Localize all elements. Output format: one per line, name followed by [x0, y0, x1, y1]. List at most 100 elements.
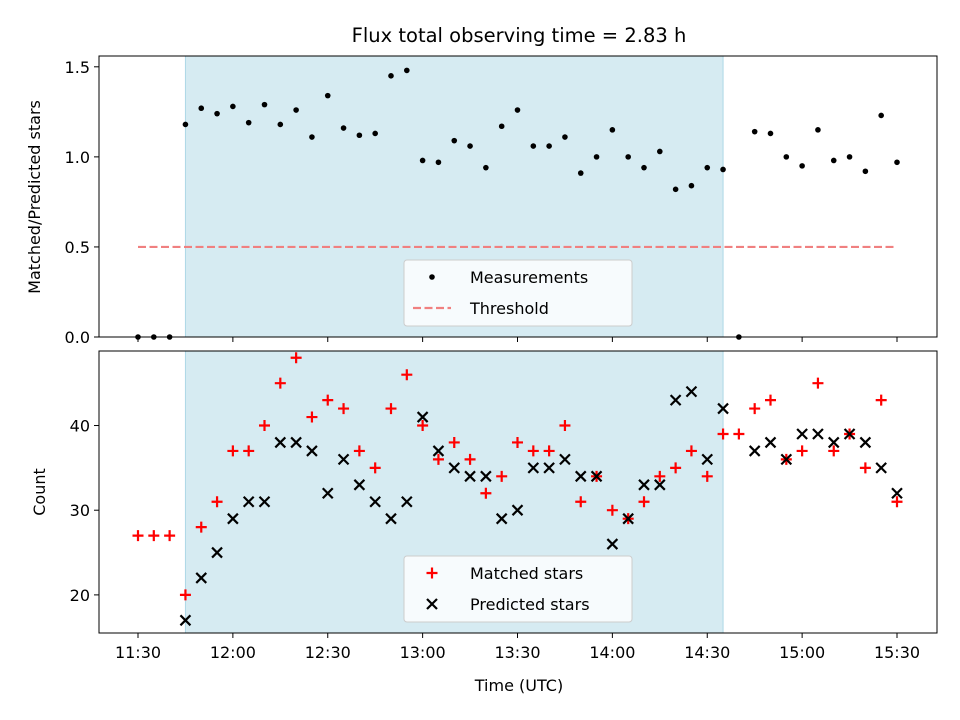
measurement-point: [198, 105, 205, 112]
predicted-star-point: [859, 436, 872, 449]
measurement-point: [182, 121, 189, 128]
measurement-point: [530, 143, 537, 149]
matched-star-point: [749, 403, 761, 415]
measurement-point: [830, 157, 837, 164]
measurement-point: [657, 148, 663, 155]
matched-star-point: [685, 445, 697, 457]
measurement-point: [277, 121, 284, 128]
matched-star-point: [828, 445, 840, 457]
bottom-legend-swatch: [426, 598, 438, 610]
measurement-point: [720, 166, 726, 173]
matched-star-point: [875, 394, 887, 406]
measurement-point: [878, 112, 884, 119]
predicted-star-point: [290, 436, 302, 449]
matched-star-point: [195, 521, 207, 533]
measurement-point: [641, 164, 647, 171]
predicted-star-point: [638, 479, 650, 491]
predicted-star-point: [796, 428, 808, 440]
measurement-point: [245, 119, 252, 126]
predicted-star-point: [875, 462, 887, 474]
measurement-point: [799, 163, 805, 169]
top-y-tick-label: 0.5: [65, 238, 90, 257]
predicted-star-point: [511, 504, 524, 516]
matched-star-point: [559, 420, 571, 432]
predicted-star-point: [669, 394, 682, 406]
measurement-point: [404, 67, 410, 74]
matched-star-point: [353, 445, 365, 457]
measurement-point: [577, 170, 584, 176]
bottom-legend-swatch: [426, 567, 438, 579]
chart-title: Flux total observing time = 2.83 h: [352, 24, 687, 47]
x-tick-label: 13:30: [494, 643, 540, 662]
matched-star-point: [306, 411, 318, 423]
predicted-star-point: [321, 487, 334, 500]
bottom-marks: [132, 352, 903, 627]
measurement-point: [309, 134, 315, 140]
bottom-panel: 20 30 40 11:30 12:00 12:30 13:00 13:30 14:00 14:…: [30, 350, 938, 695]
top-legend-label: Threshold: [469, 299, 549, 318]
top-legend-label: Measurements: [470, 268, 588, 287]
predicted-star-point: [764, 436, 777, 449]
predicted-star-point: [306, 445, 318, 457]
measurement-point: [356, 132, 363, 139]
predicted-star-point: [748, 445, 761, 457]
measurement-point: [372, 130, 378, 137]
measurement-point: [214, 110, 220, 117]
matched-star-point: [670, 462, 682, 474]
matched-star-point: [496, 470, 508, 482]
predicted-star-point: [843, 428, 856, 440]
predicted-star-point: [432, 445, 445, 457]
predicted-star-point: [685, 385, 698, 398]
top-legend-box: [403, 259, 633, 327]
measurement-point: [783, 154, 790, 160]
top-legend-swatch: [429, 274, 435, 280]
predicted-star-point: [891, 487, 903, 500]
measurement-point: [562, 134, 568, 140]
matched-star-point: [527, 445, 539, 457]
matched-star-point: [512, 436, 523, 448]
x-tick-label: 13:00: [400, 643, 446, 662]
predicted-star-point: [179, 614, 192, 627]
matched-star-point: [448, 436, 460, 448]
predicted-star-point: [337, 453, 350, 466]
matched-star-point: [274, 377, 286, 389]
bottom-y-tick-label: 30: [70, 501, 90, 520]
matched-star-point: [575, 496, 587, 508]
predicted-star-point: [242, 495, 255, 508]
measurement-point: [546, 143, 552, 149]
top-marks: [135, 67, 900, 340]
matched-star-point: [891, 496, 903, 508]
predicted-star-point: [227, 512, 239, 525]
bottom-legend-label: Predicted stars: [470, 595, 590, 614]
predicted-star-point: [274, 436, 287, 449]
predicted-star-point: [448, 462, 461, 474]
measurement-point: [593, 154, 600, 160]
predicted-star-point: [606, 538, 619, 550]
matched-star-point: [717, 428, 729, 440]
measurement-point: [419, 157, 426, 164]
measurement-point: [862, 168, 869, 175]
measurement-point: [625, 154, 631, 160]
matched-star-point: [812, 377, 824, 389]
x-tick-label: 15:30: [874, 643, 920, 662]
measurement-point: [483, 164, 489, 171]
x-tick-label: 14:00: [589, 643, 635, 662]
bottom-legend-box: [403, 555, 633, 623]
matched-star-point: [543, 445, 555, 457]
measurement-point: [230, 103, 236, 110]
measurement-point: [435, 159, 442, 166]
measurement-point: [688, 182, 695, 189]
matched-star-point: [290, 352, 302, 364]
matched-star-point: [322, 394, 334, 406]
measurement-point: [261, 101, 268, 108]
x-tick-label: 14:30: [684, 643, 730, 662]
measurement-point: [767, 130, 774, 137]
predicted-star-point: [780, 453, 793, 466]
measurement-point: [467, 143, 473, 149]
top-y-axis-label: Matched/Predicted stars: [25, 100, 44, 294]
matched-star-point: [385, 403, 397, 415]
top-y-ticks: 0.0 0.5 1.0 1.5: [65, 58, 99, 347]
matched-star-point: [654, 470, 666, 482]
measurement-point: [293, 107, 299, 113]
